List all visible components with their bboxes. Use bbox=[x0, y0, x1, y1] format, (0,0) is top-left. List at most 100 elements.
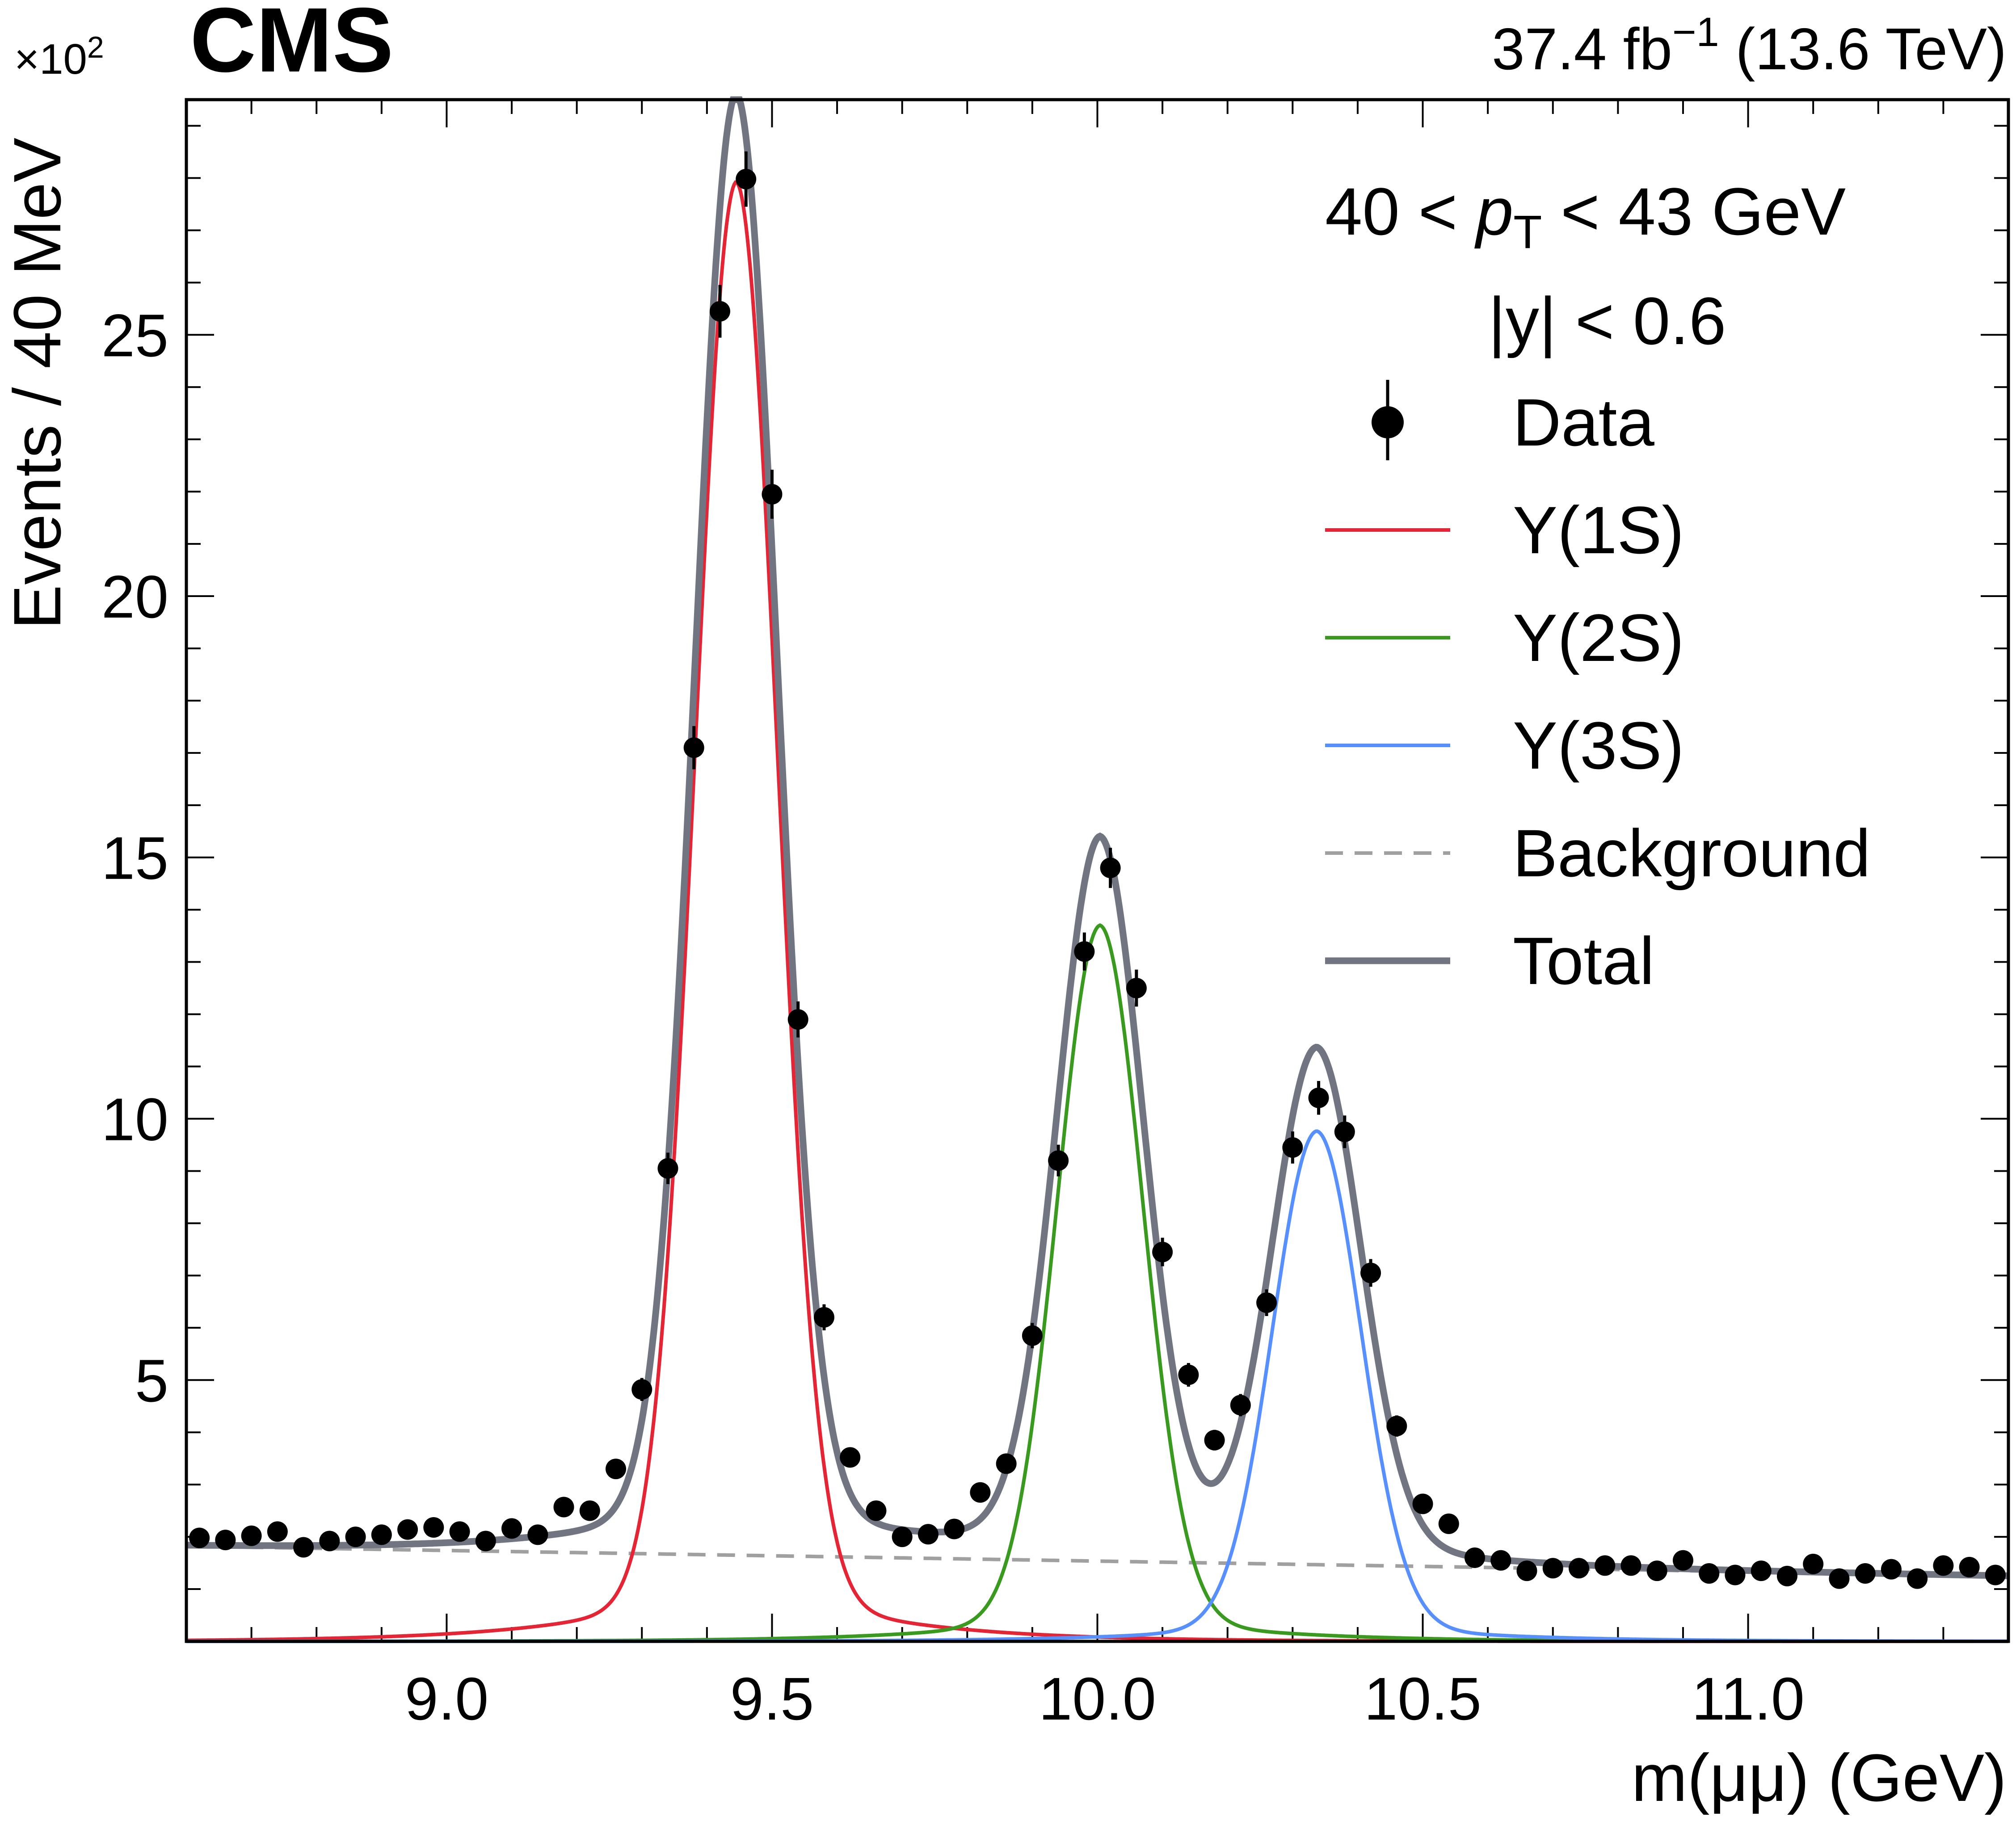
data-point bbox=[657, 1158, 678, 1179]
x-axis-title: m(μμ) (GeV) bbox=[1632, 1740, 2007, 1815]
data-point bbox=[736, 168, 757, 189]
data-point bbox=[1699, 1563, 1720, 1584]
data-point bbox=[1776, 1565, 1797, 1586]
data-point bbox=[762, 484, 783, 505]
peak-curve-1s bbox=[186, 180, 2008, 1643]
legend-entry-1s: Υ(1S) bbox=[1325, 492, 1684, 568]
multiplier-label: ×102 bbox=[14, 30, 104, 83]
data-point bbox=[944, 1518, 965, 1539]
legend-label: Data bbox=[1513, 385, 1654, 460]
data-point bbox=[1959, 1556, 1980, 1577]
data-point bbox=[918, 1524, 939, 1545]
data-point bbox=[1490, 1550, 1511, 1571]
data-point bbox=[345, 1527, 366, 1548]
y-tick-label: 10 bbox=[101, 1086, 168, 1153]
data-point bbox=[970, 1482, 991, 1503]
data-point bbox=[1126, 978, 1147, 999]
pt-variable: p bbox=[1474, 174, 1513, 249]
legend-entry-background: Background bbox=[1325, 816, 1871, 891]
data-point bbox=[553, 1497, 574, 1518]
data-point bbox=[423, 1517, 444, 1538]
data-point bbox=[1282, 1137, 1303, 1158]
plot-frame bbox=[185, 98, 2010, 1643]
data-point bbox=[1386, 1416, 1407, 1437]
energy-label: (13.6 TeV) bbox=[1735, 16, 2007, 82]
data-point bbox=[787, 1009, 808, 1030]
legend-entry-3s: Υ(3S) bbox=[1325, 708, 1684, 783]
pt-subscript: T bbox=[1513, 206, 1542, 258]
data-point bbox=[709, 301, 730, 322]
data-point bbox=[1646, 1560, 1667, 1581]
legend-label: Total bbox=[1513, 923, 1654, 998]
data-point bbox=[241, 1525, 262, 1546]
data-point bbox=[1256, 1292, 1277, 1313]
legend-entry-2s: Υ(2S) bbox=[1325, 600, 1684, 675]
data-point bbox=[1985, 1564, 2006, 1585]
data-point bbox=[475, 1531, 496, 1552]
data-point bbox=[1465, 1547, 1486, 1568]
data-point bbox=[1178, 1364, 1199, 1385]
data-point bbox=[1829, 1568, 1850, 1589]
rapidity-selection-label: |y| < 0.6 bbox=[1488, 283, 1726, 358]
data-points bbox=[189, 151, 2006, 1589]
data-point bbox=[1412, 1493, 1433, 1514]
data-point bbox=[840, 1447, 861, 1468]
data-point bbox=[293, 1537, 314, 1558]
legend-data-marker bbox=[1372, 406, 1404, 438]
data-point bbox=[1620, 1555, 1641, 1576]
y-tick-label: 25 bbox=[101, 302, 168, 369]
data-point bbox=[1360, 1262, 1381, 1283]
data-point bbox=[371, 1524, 392, 1545]
data-point bbox=[1516, 1560, 1537, 1581]
x-tick-label: 9.0 bbox=[405, 1665, 489, 1733]
data-point bbox=[1751, 1560, 1772, 1581]
data-point bbox=[397, 1519, 418, 1540]
legend-label: Background bbox=[1513, 816, 1871, 891]
data-point bbox=[1438, 1513, 1459, 1534]
data-point bbox=[1855, 1563, 1876, 1584]
data-point bbox=[996, 1453, 1017, 1474]
legend-label: Υ(3S) bbox=[1513, 708, 1684, 783]
experiment-label: CMS bbox=[190, 0, 394, 91]
axis-ticks bbox=[185, 100, 2009, 1641]
x-tick-label: 10.5 bbox=[1364, 1665, 1481, 1733]
data-point bbox=[1334, 1121, 1355, 1142]
data-point bbox=[1595, 1555, 1616, 1576]
data-point bbox=[1542, 1558, 1563, 1579]
data-point bbox=[631, 1379, 652, 1400]
data-point bbox=[683, 737, 704, 758]
data-point bbox=[1933, 1555, 1954, 1576]
data-point bbox=[1568, 1558, 1589, 1579]
data-point bbox=[527, 1524, 548, 1545]
data-point bbox=[1230, 1395, 1251, 1416]
pt-selection-label: 40 < pT < 43 GeV bbox=[1325, 174, 1846, 258]
x-tick-label: 10.0 bbox=[1039, 1665, 1156, 1733]
data-point bbox=[1022, 1325, 1043, 1346]
lumi-label: 37.4 fb−1 (13.6 TeV) bbox=[1492, 9, 2007, 82]
data-point bbox=[1308, 1087, 1329, 1108]
data-point bbox=[1672, 1550, 1693, 1571]
legend: Data Υ(1S) Υ(2S) Υ(3S) Background Total bbox=[1325, 380, 1871, 998]
data-point bbox=[1803, 1553, 1824, 1574]
data-point bbox=[866, 1500, 887, 1521]
data-point bbox=[892, 1527, 913, 1548]
data-point bbox=[449, 1521, 470, 1542]
tick-labels: 9.0 9.5 10.0 10.5 11.0 5 10 15 20 25 bbox=[101, 302, 1805, 1733]
multiplier-exponent: 2 bbox=[87, 30, 104, 64]
data-point bbox=[319, 1531, 340, 1552]
y-tick-label: 5 bbox=[135, 1347, 168, 1414]
data-point bbox=[501, 1518, 522, 1539]
legend-label: Υ(2S) bbox=[1513, 600, 1684, 675]
x-tick-label: 9.5 bbox=[730, 1665, 814, 1733]
data-point bbox=[579, 1500, 600, 1521]
legend-entry-data: Data bbox=[1372, 380, 1654, 460]
lumi-exponent: −1 bbox=[1672, 9, 1719, 55]
data-point bbox=[1204, 1430, 1225, 1451]
data-point bbox=[606, 1459, 627, 1480]
data-point bbox=[267, 1521, 288, 1542]
legend-label: Υ(1S) bbox=[1513, 492, 1684, 568]
x-tick-label: 11.0 bbox=[1692, 1665, 1805, 1733]
legend-entry-total: Total bbox=[1325, 923, 1654, 998]
data-point bbox=[1100, 858, 1121, 879]
data-point bbox=[1074, 941, 1095, 962]
